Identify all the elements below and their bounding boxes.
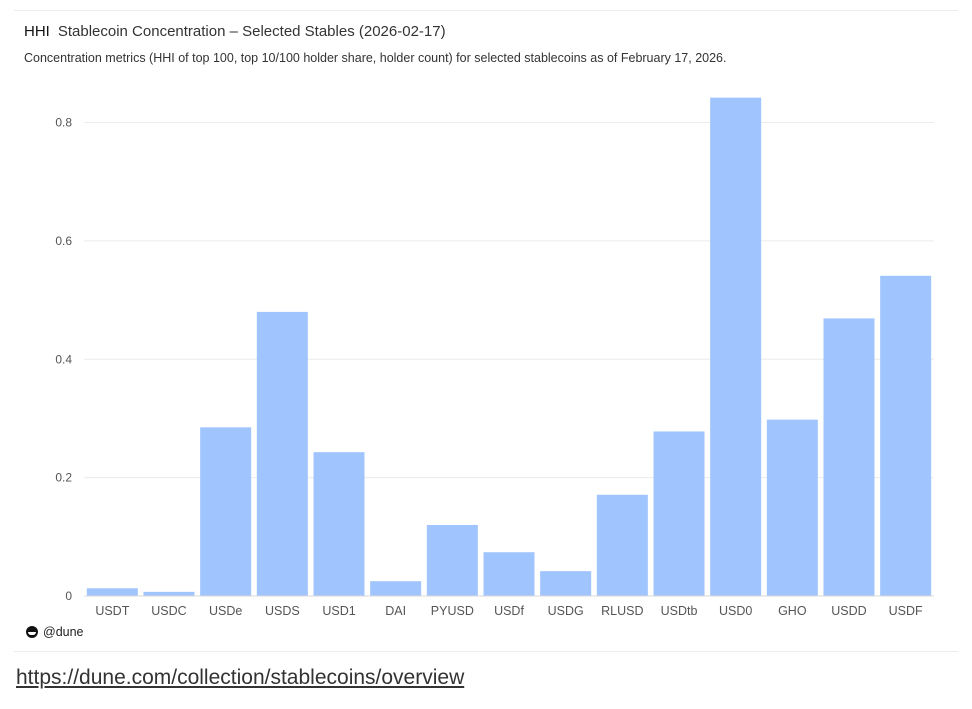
- x-tick-label: USDf: [494, 604, 524, 618]
- x-tick-label: USDtb: [661, 604, 698, 618]
- x-tick-label: USDF: [889, 604, 923, 618]
- bar-gho[interactable]: [766, 419, 818, 596]
- bar-dai[interactable]: [370, 581, 422, 596]
- y-tick-label: 0.2: [55, 471, 72, 485]
- y-tick-label: 0.4: [55, 352, 72, 366]
- y-tick-label: 0.8: [55, 116, 72, 130]
- x-tick-label: USD0: [719, 604, 752, 618]
- bar-rlusd[interactable]: [596, 494, 648, 596]
- bar-usd0[interactable]: [710, 97, 762, 596]
- bar-usdf[interactable]: [483, 552, 535, 596]
- bar-usdc[interactable]: [143, 591, 195, 596]
- y-tick-label: 0.6: [55, 234, 72, 248]
- metric-label: HHI: [24, 23, 50, 40]
- bar-usdg[interactable]: [540, 571, 592, 596]
- y-tick-label: 0: [65, 589, 72, 603]
- bar-chart: 0 0.2 0.4 0.6 0.8 USDT USDC USDe USDS USD1 DAI PYUS…: [55, 97, 934, 618]
- brand-label: @dune: [43, 625, 84, 639]
- x-tick-label: USD1: [322, 604, 355, 618]
- x-tick-label: USDe: [209, 604, 242, 618]
- x-tick-label: USDS: [265, 604, 300, 618]
- chart-subtitle: Concentration metrics (HHI of top 100, t…: [24, 51, 727, 65]
- x-tick-label: USDG: [548, 604, 584, 618]
- x-tick-label: USDT: [95, 604, 129, 618]
- bar-usd1[interactable]: [313, 452, 365, 596]
- bar-usde[interactable]: [200, 427, 252, 596]
- overview-link[interactable]: https://dune.com/collection/stablecoins/…: [16, 666, 465, 689]
- bar-usdf[interactable]: [880, 275, 932, 596]
- chart-title: HHI Stablecoin Concentration – Selected S…: [24, 23, 446, 40]
- chart-card: HHI Stablecoin Concentration – Selected S…: [14, 10, 958, 652]
- x-tick-label: USDD: [831, 604, 866, 618]
- bar-usdt[interactable]: [86, 588, 138, 596]
- x-tick-label: DAI: [385, 604, 406, 618]
- dune-logo-icon: [26, 626, 38, 638]
- bar-pyusd[interactable]: [426, 524, 478, 596]
- x-tick-label: RLUSD: [601, 604, 643, 618]
- bar-usdd[interactable]: [823, 318, 875, 596]
- chart-title-text: Stablecoin Concentration – Selected Stab…: [57, 23, 446, 40]
- bar-usds[interactable]: [256, 311, 308, 596]
- x-tick-label: PYUSD: [431, 604, 474, 618]
- bar-usdtb[interactable]: [653, 431, 705, 596]
- x-tick-label: GHO: [778, 604, 807, 618]
- x-tick-label: USDC: [151, 604, 186, 618]
- brand-watermark: @dune: [26, 625, 84, 639]
